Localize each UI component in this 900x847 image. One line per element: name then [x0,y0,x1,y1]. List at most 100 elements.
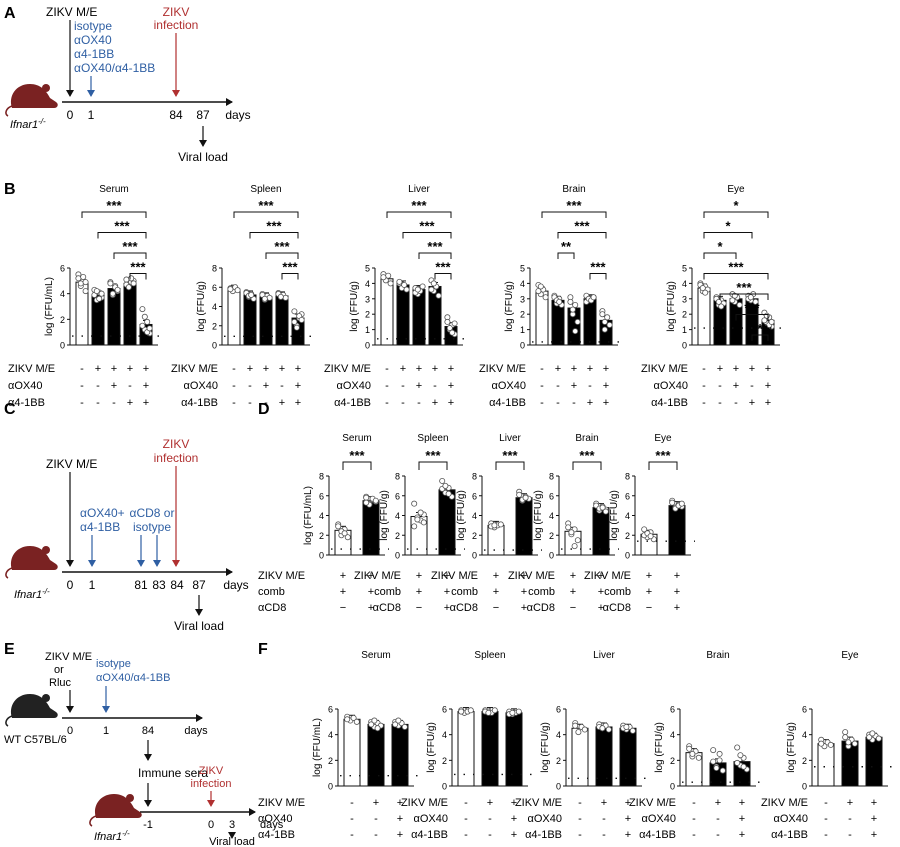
significance-bracket [735,314,769,321]
timeline-c-tick-5: 87 [192,578,206,592]
condition-sign: + [571,380,577,392]
condition-sign: + [444,570,450,582]
condition-sign: + [733,363,739,375]
y-tick-label: 2 [670,756,675,766]
data-point [234,287,241,294]
timeline-a-treatment-2: αOX40 [74,33,112,47]
chart-title: Serum [361,650,390,661]
y-tick-label: 4 [682,279,687,289]
data-point [678,500,685,507]
data-point [568,529,575,536]
data-point [467,707,474,714]
y-axis-label: log (FFU/g) [456,490,467,541]
condition-sign: + [603,363,609,375]
y-tick-label: 6 [328,705,333,715]
data-point [572,722,579,729]
significance-bracket [703,211,769,218]
timeline-c-mouse: Ifnar1-/- [14,587,50,601]
condition-label: ZIKV M/E [584,570,631,582]
panel-letter-d: D [258,401,270,418]
bar [380,278,394,346]
condition-label: ZIKV M/E [431,570,478,582]
significance-bracket [434,273,452,280]
timeline-e-tick-2: 84 [142,725,154,737]
y-tick-label: 6 [212,283,217,293]
condition-label: αCD8 [527,602,555,614]
condition-label: α4-1BB [334,397,371,409]
condition-sign: - [488,813,492,825]
timeline-e-readout: Viral load [209,836,255,847]
condition-sign: − [646,602,652,614]
y-tick-label: 0 [60,341,65,351]
timeline-a-unit: days [225,108,250,122]
condition-sign: + [587,397,593,409]
significance-label: *** [282,260,298,275]
y-tick-label: 6 [556,705,561,715]
condition-sign: − [416,602,422,614]
timeline-c-infection-2: infection [154,451,199,465]
data-point [629,727,636,734]
condition-sign: - [692,829,696,841]
data-point [574,537,581,544]
timeline-a-readout: Viral load [178,150,228,164]
y-tick-label: 0 [328,782,333,792]
condition-sign: - [556,397,560,409]
data-point [565,524,572,531]
data-point [599,725,606,732]
chart-title: Spleen [417,433,448,444]
condition-sign: - [374,813,378,825]
condition-sign: - [232,380,236,392]
condition-sign: + [598,570,604,582]
data-point [335,523,342,530]
significance-bracket [233,211,299,218]
data-point [444,318,451,325]
data-point [715,298,722,305]
y-tick-label: 2 [60,315,65,325]
condition-sign: + [416,363,422,375]
data-point [581,726,588,733]
significance-label: * [725,219,731,234]
data-point [556,298,563,305]
condition-sign: + [871,797,877,809]
condition-sign: + [715,797,721,809]
y-tick-label: 5 [682,264,687,274]
y-tick-label: 4 [442,730,447,740]
condition-label: ZIKV M/E [324,363,371,375]
y-tick-label: 4 [212,302,217,312]
significance-label: *** [752,321,768,336]
y-tick-label: 0 [212,341,217,351]
data-point [80,273,87,280]
condition-label: α4-1BB [771,829,808,841]
data-point [451,320,458,327]
condition-sign: + [416,380,422,392]
data-point [77,280,84,287]
bar [595,726,613,787]
y-axis-label: log (FFU/mL) [44,277,55,336]
condition-label: α4-1BB [258,829,295,841]
y-tick-label: 6 [549,491,554,501]
significance-label: * [717,239,723,254]
condition-label: α4-1BB [525,829,562,841]
data-point [718,303,725,310]
condition-sign: - [128,380,132,392]
timeline-c-depletion-1: αCD8 or [130,506,175,520]
data-point [747,294,754,301]
y-tick-label: 4 [319,511,324,521]
condition-sign: - [716,813,720,825]
y-tick-label: 0 [556,782,561,792]
condition-sign: - [540,363,544,375]
condition-sign: - [718,380,722,392]
condition-label: ZIKV M/E [401,797,448,809]
significance-bracket [589,273,607,280]
data-point [109,290,116,297]
condition-sign: + [111,363,117,375]
data-point [341,530,348,537]
y-tick-label: 4 [625,511,630,521]
significance-label: *** [419,219,435,234]
condition-sign: + [674,602,680,614]
condition-sign: - [264,397,268,409]
condition-sign: - [540,397,544,409]
data-point [401,281,408,288]
condition-sign: + [674,586,680,598]
